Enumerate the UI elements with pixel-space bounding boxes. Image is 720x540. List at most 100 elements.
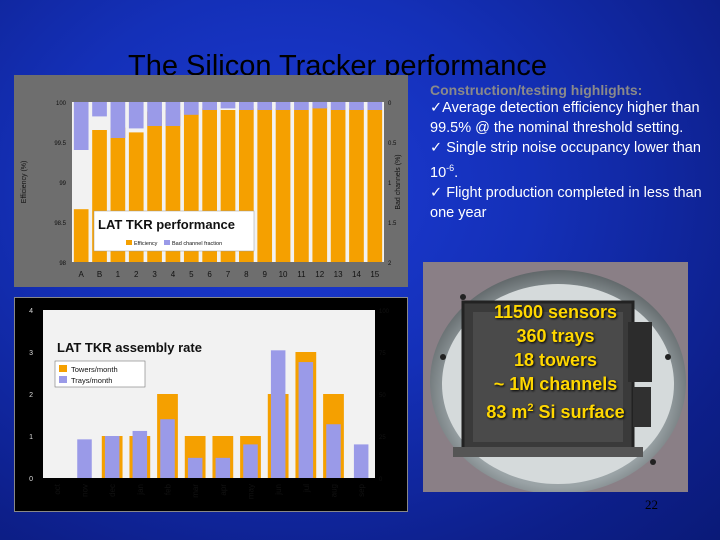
bad-channel-bar [165,102,181,126]
x-tick-label: 9 [262,270,267,279]
footer-center: Astrofisica Gamma [305,497,407,512]
y-tick-label: 99.5 [54,141,66,147]
caption-trays: 360 trays [516,326,595,346]
x-tick-label: jan [136,484,145,496]
y-tick-label: 3 [29,350,33,357]
y-tick-label: 98 [59,261,66,267]
check-icon: ✓ [430,184,443,201]
highlight-noise-text: Single strip noise occupancy lower than … [430,140,701,181]
x-tick-label: aug [330,484,339,497]
bad-channel-bar [183,102,199,115]
bad-channel-bar [220,102,236,109]
x-tick-label: feb [164,483,173,495]
x-tick-label: 5 [189,270,194,279]
tkr-assembly-svg: oct nov dec jan feb mar apr may jun jul aug sep 0 1 2 3… [29,308,390,499]
y-tick-label: 98.5 [54,221,66,227]
x-tick-label: 3 [152,270,157,279]
x-tick-label: 14 [352,270,361,279]
y2-tick-label: 75 [379,351,386,357]
y2-tick-label: 1.5 [388,221,397,227]
check-icon: ✓ [430,100,443,116]
highlight-production-text: Flight production completed in less than… [430,184,702,221]
x-tick-label: apr [219,484,228,496]
highlight-noise-exponent: -6 [446,163,455,173]
x-tick-label: 13 [334,270,343,279]
y2-tick-label: 0 [388,101,392,107]
highlight-production: ✓ Flight production completed in less th… [430,183,710,223]
trays-bar [187,457,203,478]
tkr-performance-svg: A B 1 2 3 4 5 6 7 8 9 10 11 12 13 14 159898.59999.510021… [21,101,402,279]
footer-date: 03/10/2020 [60,497,120,512]
y-tick-label: 4 [29,308,33,315]
trays-bar [77,439,92,478]
x-tick-label: jun [274,484,283,496]
trays-bar [132,430,148,478]
efficiency-bar [367,110,383,262]
chart-title: LAT TKR performance [98,217,235,232]
caption-surface-a: 83 m [486,402,528,422]
y-tick-label: 100 [56,101,67,107]
chart-title-box [93,210,255,252]
legend-swatch-efficiency [126,240,132,245]
efficiency-bar [73,209,89,262]
highlights-box: Construction/testing highlights: ✓Averag… [430,82,710,223]
bad-channel-bar [73,102,89,150]
x-tick-label: 12 [315,270,324,279]
x-tick-label: 6 [207,270,212,279]
x-tick-label: 8 [244,270,249,279]
legend-swatch-bad [164,240,170,245]
legend-label-trays: Trays/month [71,376,112,385]
bad-channel-bar [330,102,346,110]
highlight-efficiency: ✓Average detection efficiency higher tha… [430,98,710,138]
y-tick-label: 1 [29,434,33,441]
caption-towers: 18 towers [513,350,598,370]
bad-channel-bar [367,102,383,110]
trays-bar [353,444,369,478]
efficiency-bar [257,108,273,263]
legend-label-bad: Bad channel fraction [172,241,222,247]
y2-tick-label: 50 [379,393,386,399]
caption-surface-sup: 2 [527,402,534,414]
x-tick-label: 2 [134,270,139,279]
x-tick-label: 10 [279,270,288,279]
tkr-performance-chart: A B 1 2 3 4 5 6 7 8 9 10 11 12 13 14 15 98 98.5 99 99.5 100 2 1… [14,75,408,287]
y2-tick-label: 0.5 [388,141,397,147]
y-tick-label: 0 [29,476,33,483]
x-tick-label: may [247,484,256,499]
highlight-noise: ✓ Single strip noise occupancy lower tha… [430,138,710,183]
chart-title: LAT TKR assembly rate [57,340,202,355]
efficiency-bar [330,110,346,262]
bad-channel-bar [110,102,126,138]
bad-channel-bar [147,102,162,126]
efficiency-bar [312,106,328,262]
plot-area [43,310,375,478]
legend-swatch-trays [59,376,67,383]
x-tick-label: 4 [171,270,176,279]
bad-channel-bar [312,102,328,109]
trays-bar [160,419,175,478]
y2-tick-label: 25 [379,435,386,441]
x-tick-label: sep [357,483,366,496]
legend-swatch-towers [59,365,67,372]
trays-bar [104,436,120,478]
x-tick-label: dec [108,484,117,497]
efficiency-bar [275,108,291,263]
caption-surface-b: Si surface [533,402,625,422]
caption-surface: 83 m2 Si surface [423,396,688,424]
caption-sensors: 11500 sensors [493,302,618,322]
x-tick-label: 1 [116,270,121,279]
y2-tick-label: 1 [388,181,392,187]
highlight-noise-end: . [454,164,459,181]
highlight-efficiency-text: Average detection efficiency higher than… [430,100,700,136]
bad-channel-bar [294,102,309,110]
photo-caption: 11500 sensors 360 trays 18 towers ~ 1M c… [423,300,688,424]
caption-channels: ~ 1M channels [493,374,618,394]
y2-tick-label: 0 [379,477,383,483]
y-axis-label: Efficiency (%) [21,161,28,204]
x-tick-label: 7 [226,270,231,279]
y2-axis-label: Bad channels (%) [395,154,402,209]
x-tick-label: 15 [370,270,379,279]
trays-bar [243,444,258,478]
tracker-tray-image [423,262,688,492]
bad-channel-bar [128,102,144,129]
